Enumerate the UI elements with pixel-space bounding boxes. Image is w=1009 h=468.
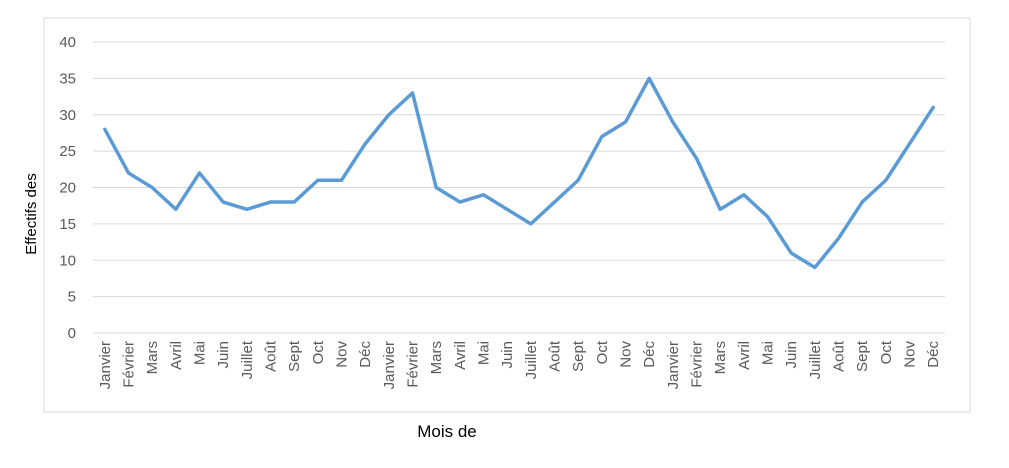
x-tick-label: Avril xyxy=(736,341,753,370)
x-tick-label: Nov xyxy=(618,341,635,368)
x-tick-label: Oct xyxy=(310,340,327,364)
x-tick-label: Déc xyxy=(925,341,942,368)
y-tick-label: 20 xyxy=(59,180,76,197)
x-tick-label: Oct xyxy=(594,340,611,364)
x-tick-label: Février xyxy=(121,341,138,388)
x-tick-label: Mars xyxy=(428,341,445,374)
x-tick-label: Mars xyxy=(712,341,729,374)
x-tick-label: Janvier xyxy=(381,341,398,389)
x-tick-label: Février xyxy=(689,341,706,388)
x-axis-title: Mois de xyxy=(417,422,477,441)
x-tick-label: Déc xyxy=(357,341,374,368)
y-tick-label: 0 xyxy=(68,325,76,342)
y-tick-label: 5 xyxy=(68,289,76,306)
y-axis-title: Effectifs des xyxy=(23,173,40,254)
x-tick-label: Janvier xyxy=(665,341,682,389)
y-tick-label: 30 xyxy=(59,107,76,124)
x-tick-label: Oct xyxy=(878,340,895,364)
x-tick-label: Août xyxy=(263,340,280,372)
x-tick-label: Août xyxy=(547,340,564,372)
x-tick-label: Mai xyxy=(476,341,493,365)
y-tick-label: 10 xyxy=(59,252,76,269)
x-tick-label: Sept xyxy=(570,340,587,372)
x-tick-label: Juillet xyxy=(523,340,540,379)
y-tick-label: 35 xyxy=(59,70,76,87)
x-tick-label: Mars xyxy=(144,341,161,374)
x-tick-label: Mai xyxy=(760,341,777,365)
y-tick-label: 15 xyxy=(59,216,76,233)
x-tick-label: Juillet xyxy=(239,340,256,379)
x-tick-label: Juin xyxy=(783,341,800,369)
x-tick-label: Juillet xyxy=(807,340,824,379)
x-tick-label: Juin xyxy=(215,341,232,369)
data-line xyxy=(103,76,935,270)
x-tick-label: Février xyxy=(405,341,422,388)
chart-frame xyxy=(43,17,971,413)
x-tick-label: Mai xyxy=(192,341,209,365)
y-tick-label: 25 xyxy=(59,143,76,160)
x-tick-label: Avril xyxy=(168,341,185,370)
x-tick-label: Juin xyxy=(499,341,516,369)
x-tick-label: Sept xyxy=(854,340,871,372)
x-tick-label: Déc xyxy=(641,341,658,368)
x-tick-label: Août xyxy=(831,340,848,372)
x-tick-label: Janvier xyxy=(97,341,114,389)
x-tick-label: Sept xyxy=(286,340,303,372)
y-tick-label: 40 xyxy=(59,34,76,51)
x-tick-label: Avril xyxy=(452,341,469,370)
x-tick-label: Nov xyxy=(334,341,351,368)
x-tick-label: Nov xyxy=(902,341,919,368)
